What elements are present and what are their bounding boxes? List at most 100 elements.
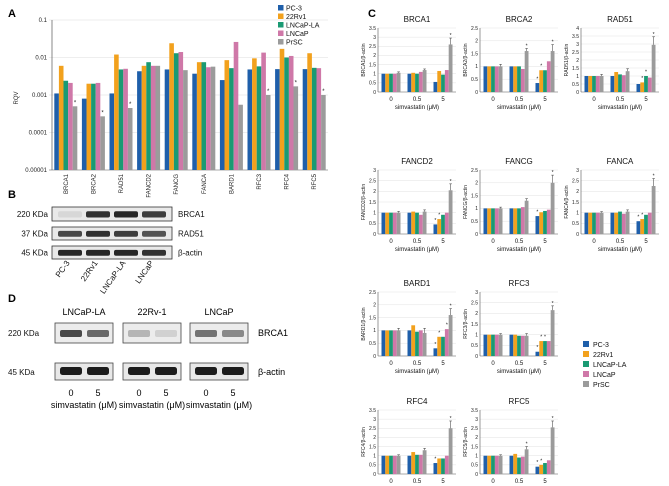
x-tick-label: 5 bbox=[441, 97, 445, 103]
bar bbox=[265, 95, 271, 170]
x-tick-label: 0.5 bbox=[413, 97, 422, 103]
bar bbox=[498, 208, 503, 234]
x-tick-label: 0 bbox=[491, 361, 495, 367]
bar bbox=[543, 341, 547, 356]
bar bbox=[441, 336, 445, 356]
chart-title: RAD51 bbox=[607, 15, 633, 24]
y-tick-label: 0.5 bbox=[471, 463, 478, 469]
significance-star: * bbox=[74, 100, 77, 106]
bar bbox=[546, 341, 551, 356]
legend-label: PrSC bbox=[593, 382, 610, 389]
bar bbox=[546, 209, 551, 234]
legend-swatch bbox=[278, 5, 284, 11]
bar bbox=[539, 212, 544, 234]
bar bbox=[535, 83, 540, 92]
y-tick-label: 3 bbox=[373, 35, 376, 41]
y-tick-label: 3.5 bbox=[369, 408, 376, 414]
x-tick-label: BRCA2 bbox=[91, 173, 97, 194]
blot-band bbox=[60, 330, 82, 337]
blot-band bbox=[155, 367, 177, 375]
bar bbox=[118, 69, 124, 170]
bar bbox=[543, 463, 547, 474]
band-size-label: 220 KDa bbox=[17, 210, 49, 219]
bar bbox=[444, 212, 449, 234]
blot-band bbox=[142, 230, 166, 237]
significance-star: * bbox=[450, 416, 452, 422]
y-tick-label: 0.1 bbox=[39, 18, 48, 24]
bar bbox=[448, 315, 453, 356]
bar bbox=[520, 207, 525, 234]
blot-band bbox=[60, 367, 82, 375]
bar bbox=[252, 58, 257, 170]
bar bbox=[644, 214, 648, 234]
y-tick-label: 0 bbox=[373, 472, 376, 478]
y-axis-label: RFC4/β-actin bbox=[361, 427, 367, 457]
x-tick-label: BARD1 bbox=[229, 173, 235, 194]
bar bbox=[588, 76, 593, 92]
dose-label: 5 bbox=[230, 388, 235, 398]
y-tick-label: 0 bbox=[475, 472, 478, 478]
bar bbox=[588, 212, 593, 234]
bar bbox=[539, 464, 544, 474]
y-tick-label: 2.5 bbox=[471, 168, 478, 174]
x-tick-label: 0.5 bbox=[616, 97, 625, 103]
x-axis-label: simvastatin (μM) bbox=[395, 105, 439, 111]
chart-fancg: FANCG 0 0.5 1 1.5 2 2.5 FANCG/β-actin 0 0.5 * * 5sim… bbox=[463, 157, 558, 253]
y-tick-label: 2.5 bbox=[369, 426, 376, 432]
bar bbox=[491, 208, 495, 234]
bar bbox=[647, 212, 652, 234]
blot-group-title: 22Rv-1 bbox=[137, 307, 166, 317]
bar bbox=[385, 212, 390, 234]
blot-band bbox=[86, 211, 110, 218]
y-tick-label: 3 bbox=[576, 42, 579, 48]
bar bbox=[54, 93, 59, 170]
blot-band bbox=[222, 330, 244, 337]
x-tick-label: 5 bbox=[543, 239, 547, 245]
bar bbox=[183, 70, 188, 170]
bar bbox=[524, 449, 529, 474]
bar bbox=[407, 455, 412, 474]
y-tick-label: 2 bbox=[576, 189, 579, 195]
bar bbox=[437, 70, 442, 92]
x-tick-label: RFC3 bbox=[257, 173, 263, 189]
y-tick-label: 2 bbox=[475, 311, 478, 317]
y-tick-label: 2.5 bbox=[572, 50, 579, 56]
bar bbox=[433, 224, 438, 234]
significance-star: * bbox=[641, 213, 643, 219]
bar bbox=[517, 335, 521, 356]
bar bbox=[498, 455, 503, 474]
y-tick-label: 1.5 bbox=[471, 193, 478, 199]
bar bbox=[389, 455, 393, 474]
y-tick-label: 1.5 bbox=[369, 62, 376, 68]
y-tick-label: 2.5 bbox=[369, 290, 376, 296]
band-size-label: 45 KDa bbox=[8, 368, 35, 377]
bar bbox=[389, 73, 393, 92]
bar bbox=[415, 212, 419, 234]
y-tick-label: 0 bbox=[475, 354, 478, 360]
bar bbox=[311, 67, 317, 170]
bar bbox=[422, 70, 427, 92]
bar bbox=[150, 65, 156, 170]
bar bbox=[651, 186, 656, 234]
blot-band bbox=[128, 367, 150, 375]
y-axis-label: FANCG/β-actin bbox=[463, 185, 469, 219]
dose-label: 0 bbox=[203, 388, 208, 398]
bar bbox=[68, 82, 73, 170]
y-tick-label: 1 bbox=[475, 332, 478, 338]
bar bbox=[109, 93, 115, 170]
x-tick-label: 5 bbox=[441, 479, 445, 485]
blot-band bbox=[128, 330, 150, 337]
bar bbox=[584, 212, 589, 234]
bar bbox=[592, 76, 596, 92]
chart-title: BRCA1 bbox=[404, 15, 431, 24]
significance-star: * bbox=[450, 33, 452, 39]
bar bbox=[261, 52, 266, 170]
bar bbox=[640, 82, 645, 92]
bar bbox=[415, 454, 419, 474]
x-axis-label: simvastatin (μM) bbox=[395, 247, 439, 253]
significance-star: * bbox=[450, 179, 452, 185]
significance-star: * bbox=[645, 70, 647, 76]
bar bbox=[392, 73, 397, 92]
y-tick-label: 0 bbox=[373, 232, 376, 238]
